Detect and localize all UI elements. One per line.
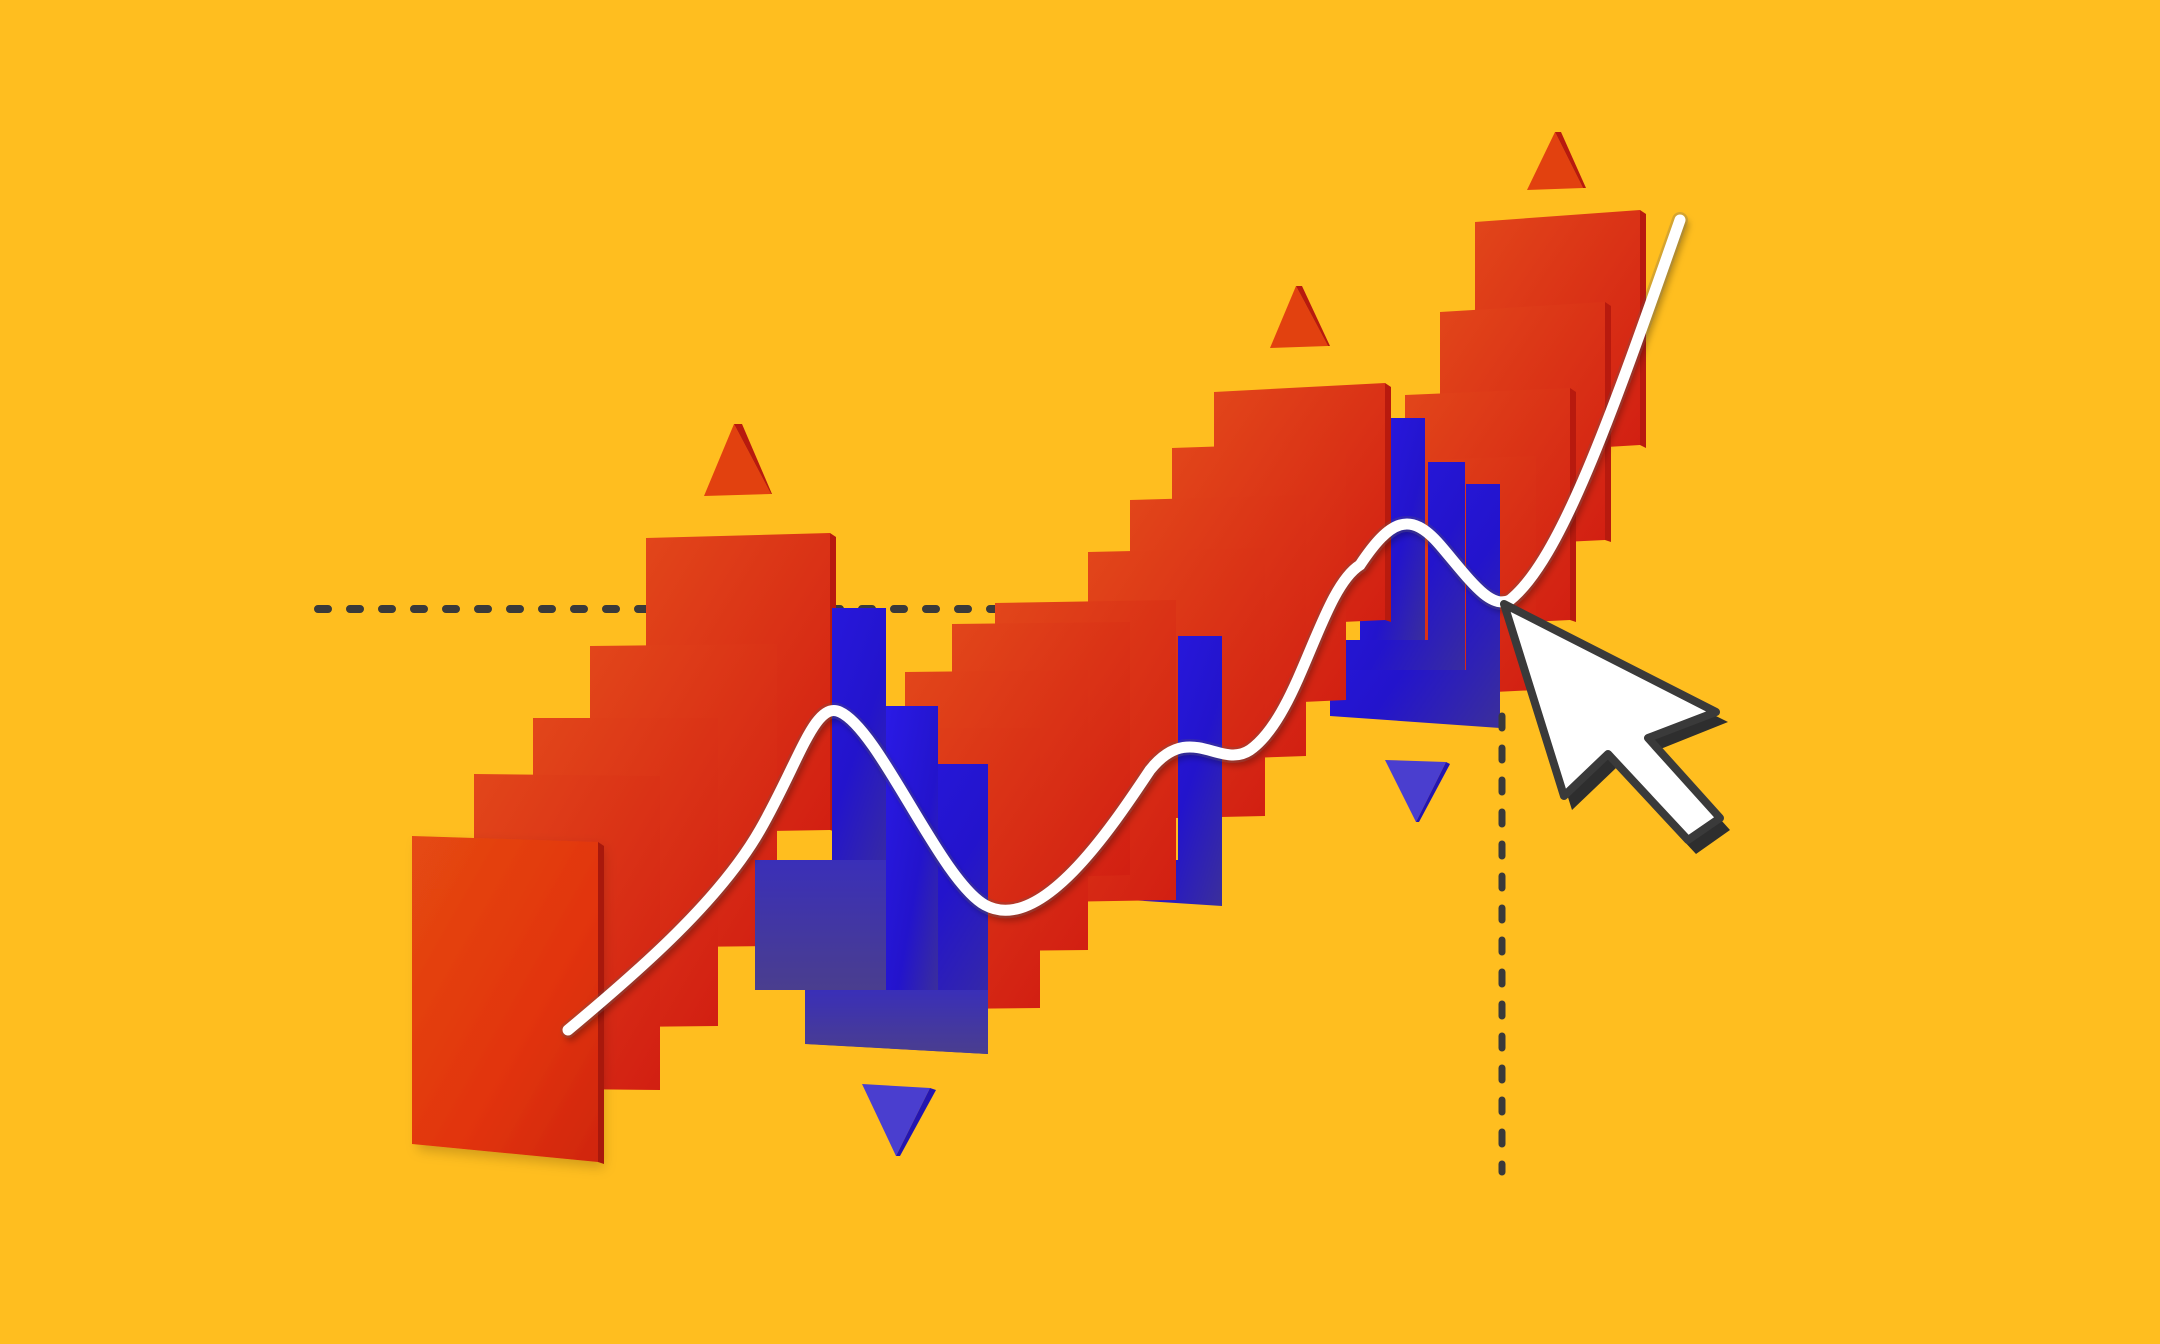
bar-down-left-4 xyxy=(808,764,988,1054)
bar-down-mid-1 xyxy=(1130,636,1222,906)
bar-down-back-2 xyxy=(1330,462,1465,690)
triangle-down-icon xyxy=(1416,762,1450,822)
triangle-up-icon xyxy=(1555,132,1586,188)
mouse-pointer-icon xyxy=(1500,600,1730,854)
bar-up-front-left xyxy=(412,836,598,1162)
down-markers xyxy=(862,760,1450,1156)
triangle-up-icon xyxy=(734,424,772,494)
up-markers xyxy=(704,132,1586,496)
bars-left-layer xyxy=(412,533,988,1164)
trend-line xyxy=(560,212,1688,1038)
triangle-up-icon xyxy=(704,424,771,496)
triangle-down-icon xyxy=(1385,760,1446,822)
bar-down-left-2 xyxy=(755,860,886,990)
trend-line-path xyxy=(562,214,1686,1036)
triangle-down-icon xyxy=(896,1088,936,1156)
bar-down-back-3 xyxy=(1330,484,1500,728)
triangle-up-icon xyxy=(1270,286,1328,348)
triangle-up-icon xyxy=(1296,286,1330,346)
triangle-down-icon xyxy=(862,1084,930,1156)
triangle-up-icon xyxy=(1527,132,1583,190)
bar-down-left-1 xyxy=(780,608,886,906)
bar-down-left-5 xyxy=(805,990,988,1054)
bar-side xyxy=(1385,383,1391,622)
